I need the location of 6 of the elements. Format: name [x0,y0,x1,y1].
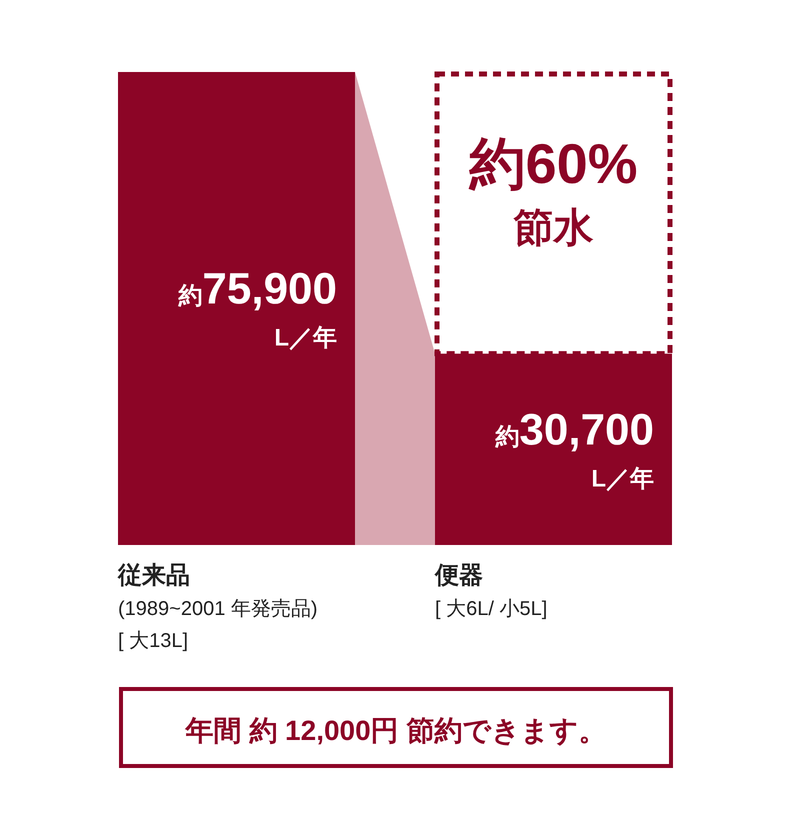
text: 年間 約 12,000円 節約できます。 [184,715,606,746]
data-label: 約30,700 L／年 [494,405,654,492]
x-tick-label: 便器 [ 大6L/ 小5L] [434,562,548,620]
annotation: 約60% 節水 [468,132,638,250]
data-label: 約75,900 L／年 [177,264,337,352]
x-tick-label: 従来品 (1989~2001 年発売品) [ 大13L] [117,562,318,652]
